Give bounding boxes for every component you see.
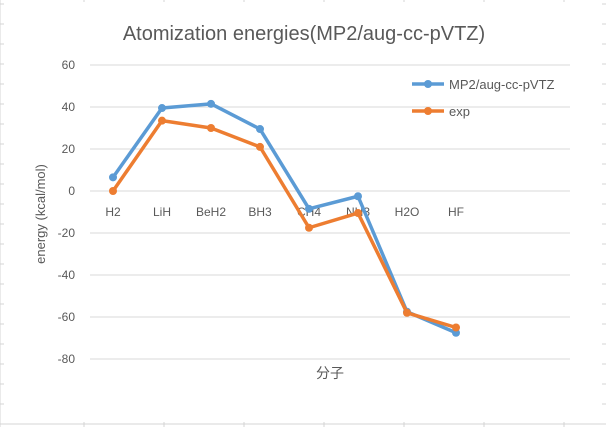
- data-point: [354, 192, 362, 201]
- x-tick-label: BH3: [248, 205, 272, 219]
- data-point: [207, 124, 215, 132]
- x-axis-label: 分子: [316, 365, 344, 381]
- x-tick-label: LiH: [153, 205, 171, 219]
- data-point: [305, 223, 313, 232]
- data-point: [207, 99, 215, 108]
- y-axis-label: energy (kcal/mol): [33, 164, 48, 264]
- chart-title: Atomization energies(MP2/aug-cc-pVTZ): [123, 23, 485, 45]
- data-point: [354, 209, 362, 218]
- line-chart: Atomization energies(MP2/aug-cc-pVTZ) 60…: [33, 23, 570, 381]
- y-tick-label: 0: [68, 184, 75, 198]
- y-tick-label: -60: [58, 310, 76, 324]
- data-point: [452, 323, 460, 332]
- y-tick-label: 60: [62, 58, 76, 72]
- data-point: [109, 173, 117, 182]
- x-tick-label: HF: [448, 205, 464, 219]
- legend-label: exp: [449, 104, 470, 119]
- y-axis-tick-labels: 60 40 20 0 -20 -40 -60 -80: [58, 58, 76, 366]
- data-point: [158, 104, 166, 113]
- data-point: [256, 125, 264, 134]
- y-tick-label: -80: [58, 352, 76, 366]
- legend: MP2/aug-cc-pVTZ exp: [412, 77, 555, 119]
- legend-label: MP2/aug-cc-pVTZ: [449, 77, 555, 92]
- data-point: [109, 187, 117, 195]
- y-tick-label: -40: [58, 268, 76, 282]
- x-tick-label: BeH2: [196, 205, 226, 219]
- series-line: [111, 118, 458, 330]
- y-tick-label: 40: [62, 100, 76, 114]
- data-point: [403, 308, 411, 317]
- legend-swatch-marker: [424, 107, 432, 115]
- x-tick-label: H2O: [395, 205, 420, 219]
- x-axis-tick-labels: H2LiHBeH2BH3CH4NH3H2OHF: [105, 205, 464, 219]
- data-point: [256, 142, 264, 151]
- y-tick-label: 20: [62, 142, 76, 156]
- x-tick-label: H2: [105, 205, 121, 219]
- y-tick-label: -20: [58, 226, 76, 240]
- data-point: [158, 116, 166, 125]
- chart-area[interactable]: Atomization energies(MP2/aug-cc-pVTZ) 60…: [4, 2, 602, 422]
- legend-swatch-marker: [424, 80, 432, 88]
- data-point: [305, 204, 313, 213]
- series-layer: [109, 99, 460, 337]
